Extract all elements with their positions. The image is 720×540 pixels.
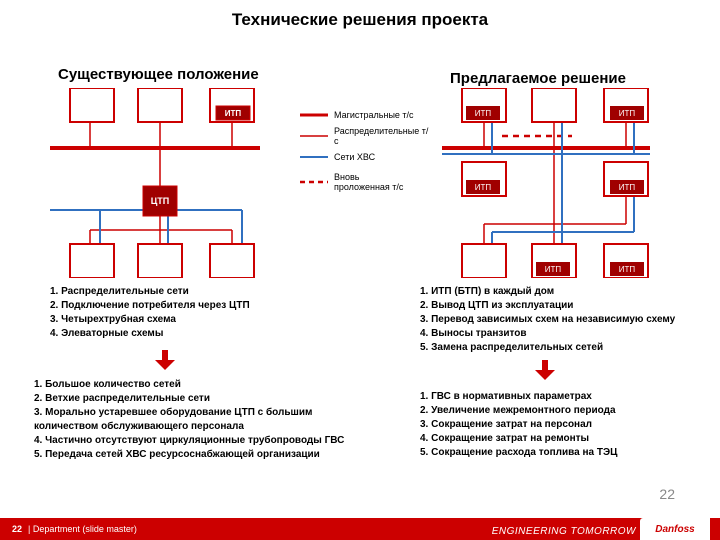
footer-tagline: ENGINEERING TOMORROW [492,526,636,537]
left-bullets-2: 1. Большое количество сетей2. Ветхие рас… [34,378,364,462]
svg-text:ИТП: ИТП [619,183,636,192]
left-arrow-icon [155,350,175,370]
legend-dist: Распределительные т/с [300,126,430,146]
footer-page: 22 [12,524,22,534]
page-title: Технические решения проекта [0,10,720,30]
left-bullets-1: 1. Распределительные сети2. Подключение … [50,285,310,341]
legend-main: Магистральные т/с [300,110,430,120]
left-subtitle: Существующее положение [58,66,259,83]
itp-label: ИТП [225,109,242,118]
right-diagram: ИТП ИТП ИТП ИТП ИТП ИТП [442,88,672,278]
svg-text:ИТП: ИТП [475,183,492,192]
svg-text:ИТП: ИТП [475,109,492,118]
svg-text:ИТП: ИТП [545,265,562,274]
right-subtitle: Предлагаемое решение [450,70,626,87]
legend-cold: Сети ХВС [300,152,430,162]
svg-text:ИТП: ИТП [619,265,636,274]
right-bullets-2: 1. ГВС в нормативных параметрах2. Увелич… [420,390,700,460]
page-number-large: 22 [659,486,675,502]
ctp-label: ЦТП [151,196,170,206]
left-diagram: ИТП ЦТП [50,88,280,278]
legend: Магистральные т/с Распределительные т/с … [300,110,430,198]
right-arrow-icon [535,360,555,380]
svg-text:ИТП: ИТП [619,109,636,118]
brand-logo: Danfoss [640,518,710,540]
legend-new: Вновь проложенная т/с [300,172,430,192]
right-bullets-1: 1. ИТП (БТП) в каждый дом2. Вывод ЦТП из… [420,285,700,355]
footer-dept: Department (slide master) [33,524,137,534]
